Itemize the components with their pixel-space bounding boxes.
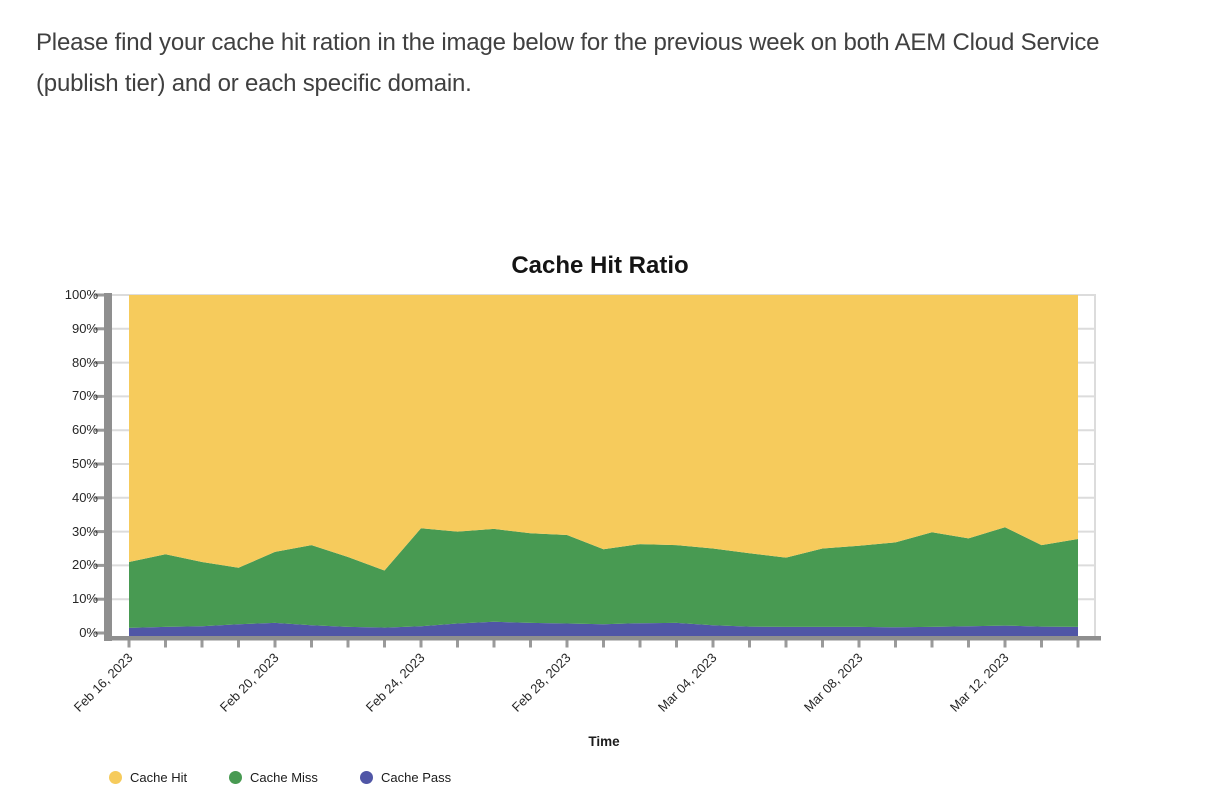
y-axis-tick-label: 80% — [71, 355, 98, 370]
y-axis-tick-label: 0% — [79, 625, 98, 640]
y-axis-tick-label: 10% — [71, 591, 98, 606]
cache-miss-swatch-icon — [229, 770, 242, 784]
y-axis-tick-label: 100% — [64, 287, 98, 302]
legend-label: Cache Pass — [381, 769, 452, 785]
y-axis-tick-label: 60% — [71, 422, 98, 437]
y-axis-tick-label: 50% — [71, 456, 98, 471]
y-axis-tick-label: 70% — [71, 388, 98, 403]
legend-label: Cache Hit — [130, 769, 188, 785]
y-axis-tick-label: 40% — [71, 490, 98, 505]
x-axis-title: Time — [588, 734, 620, 749]
legend-item-cache-hit: Cache Hit — [109, 769, 187, 785]
legend-label: Cache Miss — [250, 769, 318, 785]
y-axis-tick-label: 30% — [71, 524, 98, 539]
legend-item-cache-pass: Cache Pass — [360, 769, 451, 785]
cache-pass-swatch-icon — [360, 770, 373, 784]
legend-item-cache-miss: Cache Miss — [229, 769, 318, 785]
chart-title: Cache Hit Ratio — [511, 252, 689, 279]
y-axis-tick-label: 90% — [71, 321, 98, 336]
intro-text: Please find your cache hit ration in the… — [36, 29, 1100, 97]
y-axis-tick-label: 20% — [71, 557, 98, 572]
cache-hit-swatch-icon — [109, 770, 122, 784]
